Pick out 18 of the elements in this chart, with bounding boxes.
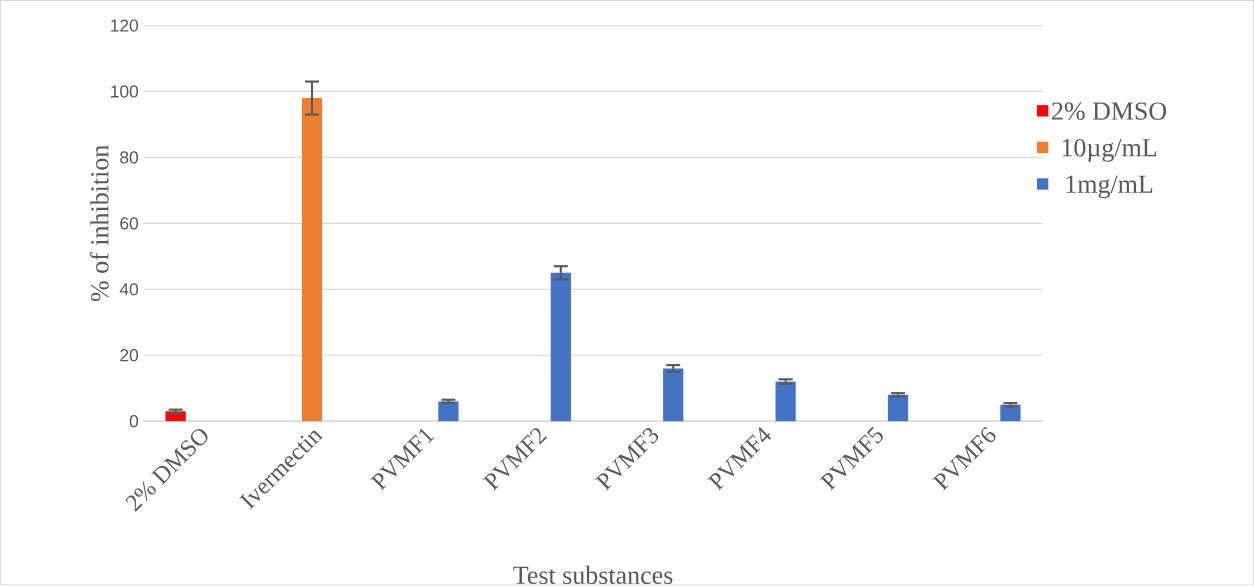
y-tick-label: 40 (119, 282, 139, 296)
legend-label: 10µg/mL (1062, 138, 1157, 162)
legend-label: 1mg/mL (1066, 175, 1153, 199)
legend-label: 2% DMSO (1052, 102, 1167, 120)
bar (438, 401, 459, 421)
y-tick-label: 80 (120, 151, 139, 164)
y-tick-label: 100 (111, 85, 139, 98)
y-tick-label: 120 (111, 19, 139, 32)
bar (775, 381, 796, 421)
x-axis-title: Test substances (513, 565, 673, 584)
bar (663, 368, 684, 421)
bar (550, 272, 571, 421)
y-tick-label: 60 (120, 216, 139, 230)
bar (1000, 404, 1021, 421)
y-tick-label: 0 (129, 414, 139, 428)
y-axis-title: % of inhibition (90, 144, 109, 301)
y-tick-label: 20 (120, 348, 139, 362)
bar (301, 97, 323, 421)
